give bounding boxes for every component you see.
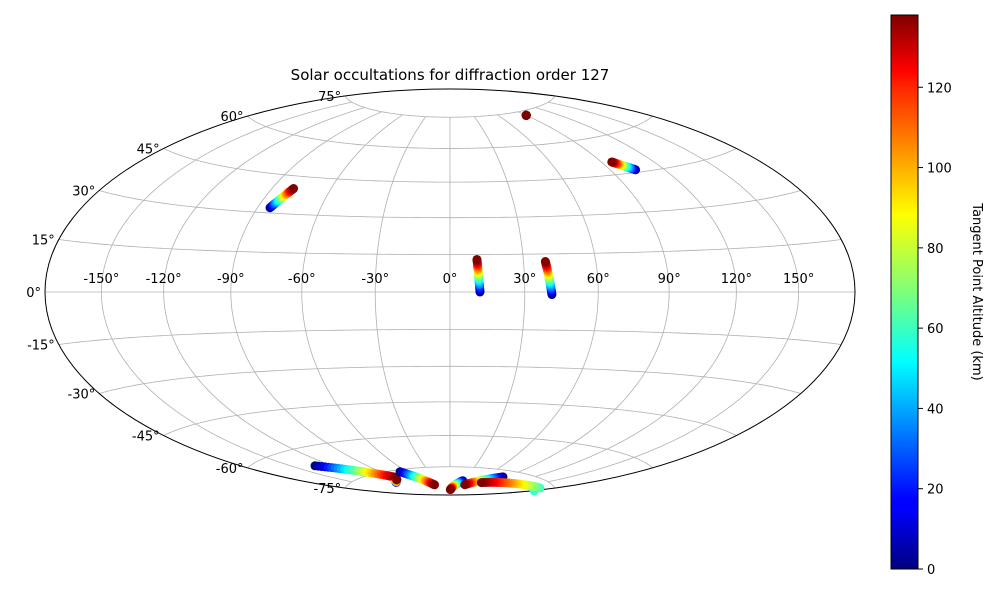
lon-tick-label: 150° — [783, 272, 814, 287]
data-point — [607, 157, 617, 167]
lon-tick-label: 0° — [443, 272, 458, 287]
lon-gridline — [517, 111, 670, 473]
colorbar-tick-label: 60 — [927, 322, 944, 337]
lon-gridline — [100, 101, 353, 483]
data-point — [392, 474, 402, 484]
lon-gridline — [535, 107, 737, 477]
lon-tick-label: 60° — [587, 272, 610, 287]
colorbar-tick-label: 20 — [927, 483, 944, 498]
lat-tick-label: -75° — [313, 482, 341, 497]
lon-gridline — [301, 114, 403, 470]
map-boundary — [44, 88, 856, 496]
data-points — [265, 110, 641, 496]
colorbar — [890, 14, 919, 570]
lat-tick-label: 30° — [72, 185, 95, 200]
lon-gridline — [497, 114, 599, 470]
colorbar-ticks: 0 20 40 60 80 100 120 — [918, 81, 952, 578]
data-point — [476, 478, 486, 488]
colorbar-tick-label: 120 — [927, 81, 952, 96]
lat-tick-label: 75° — [318, 90, 341, 105]
lon-tick-label: -60° — [288, 272, 316, 287]
lon-tick-label: -90° — [217, 272, 245, 287]
lat-tick-label: -30° — [68, 388, 96, 403]
data-point — [460, 480, 470, 490]
data-point — [521, 110, 531, 120]
lon-gridline — [374, 116, 427, 468]
lon-gridline — [473, 116, 526, 468]
lon-gridline — [547, 101, 800, 483]
data-point — [540, 257, 550, 267]
data-point — [430, 480, 440, 490]
data-point — [289, 184, 299, 194]
colorbar-label: Tangent Point Altitude (km) — [969, 202, 984, 380]
lon-tick-label: 90° — [658, 272, 681, 287]
longitude-tick-labels: -150° -120° -90° -60° -30° 0° 30° 60° 90° 120° 150… — [83, 272, 814, 287]
lat-tick-label: 45° — [137, 142, 160, 157]
lat-tick-label: 60° — [220, 110, 243, 125]
lat-tick-label: 0° — [26, 286, 41, 301]
chart-title: Solar occultations for diffraction order… — [291, 66, 610, 84]
lon-tick-label: -150° — [83, 272, 119, 287]
lat-tick-label: -45° — [132, 430, 160, 445]
data-point — [472, 254, 482, 264]
lat-tick-label: 15° — [32, 233, 55, 248]
lat-tick-label: -15° — [27, 339, 55, 354]
lon-tick-label: -120° — [146, 272, 182, 287]
colorbar-tick-label: 100 — [927, 162, 952, 177]
latitude-tick-labels: 75° 60° 45° 30° 15° 0° -15° -30° -45° -60° -75° — [26, 90, 341, 497]
lon-tick-label: 120° — [721, 272, 752, 287]
lat-tick-label: -60° — [216, 462, 244, 477]
colorbar-tick-label: 40 — [927, 402, 944, 417]
grid — [45, 95, 855, 489]
colorbar-tick-label: 0 — [927, 563, 935, 578]
lon-tick-label: -30° — [361, 272, 389, 287]
lon-gridline — [163, 107, 365, 477]
colorbar-tick-label: 80 — [927, 242, 944, 257]
lon-tick-label: 30° — [513, 272, 536, 287]
lon-gridline — [230, 111, 383, 473]
data-point — [445, 485, 455, 495]
